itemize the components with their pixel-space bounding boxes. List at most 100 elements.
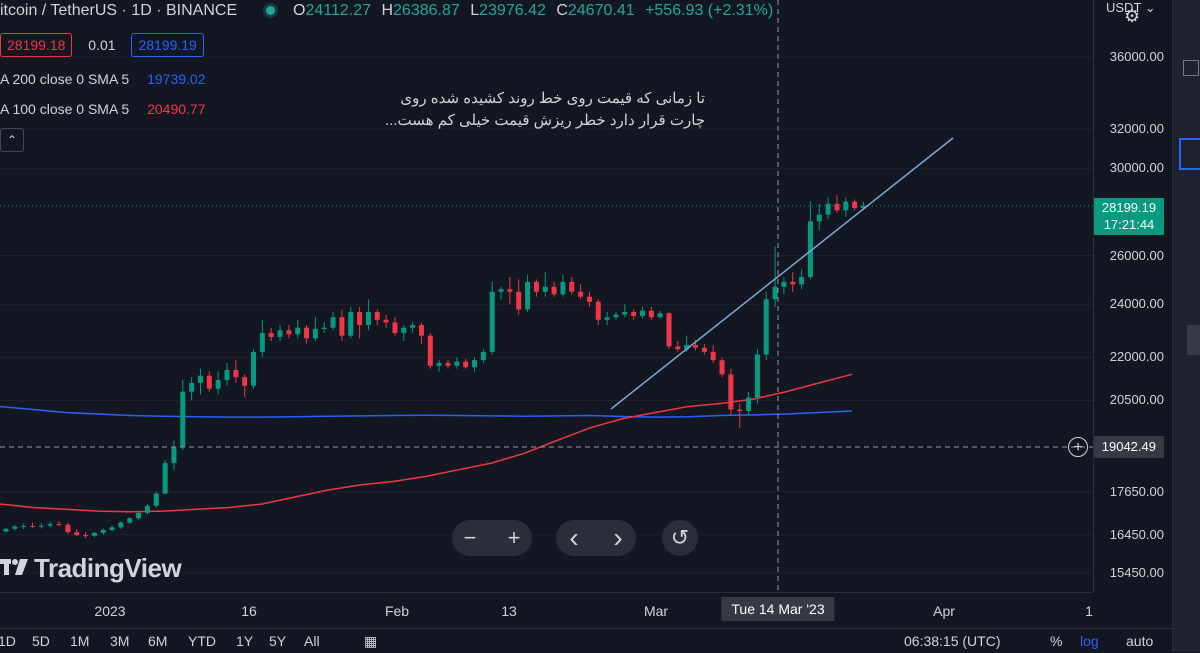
tradingview-logo[interactable]: TradingView: [0, 553, 182, 584]
add-alert-plus-icon[interactable]: +: [1068, 437, 1088, 457]
sell-button[interactable]: 28199.18: [0, 33, 73, 57]
price-tick-label: 15450.00: [1109, 565, 1164, 580]
candle-body: [427, 335, 433, 366]
candle-body: [622, 312, 628, 315]
candle-body: [781, 281, 787, 287]
auto-toggle[interactable]: auto: [1126, 633, 1154, 649]
ma100-legend[interactable]: A 100 close 0 SMA 5 20490.77: [0, 101, 206, 117]
candle-body: [374, 312, 380, 320]
currency-selector[interactable]: USDT ⌄: [1106, 0, 1156, 16]
range-3m[interactable]: 3M: [110, 633, 130, 649]
candle-body: [189, 382, 195, 392]
candle-body: [171, 446, 177, 464]
price-tick-label: 30000.00: [1109, 160, 1164, 176]
candle-body: [701, 347, 707, 352]
tradingview-logo-icon: [0, 553, 28, 584]
range-all[interactable]: All: [304, 633, 320, 649]
candle-body: [224, 370, 230, 381]
range-1m[interactable]: 1M: [70, 633, 90, 649]
chevron-up-icon[interactable]: ⌃: [0, 128, 24, 152]
percent-toggle[interactable]: %: [1050, 633, 1063, 649]
chart-note[interactable]: تا زمانی که قیمت روی خط روند کشیده شده ر…: [385, 88, 705, 132]
price-tick-label: 16450.00: [1109, 526, 1164, 542]
candle-body: [312, 328, 318, 339]
candle-body: [118, 522, 124, 528]
calendar-icon[interactable]: ▦: [364, 633, 378, 649]
candle-body: [100, 529, 106, 533]
candle-body: [56, 524, 62, 526]
candle-body: [383, 319, 389, 323]
trend-line[interactable]: [610, 137, 954, 410]
toolbar-widget-icon[interactable]: [1183, 60, 1199, 76]
candle-body: [525, 281, 531, 310]
buy-button[interactable]: 28199.19: [131, 33, 204, 57]
candle-body: [153, 493, 159, 506]
candle-body: [162, 463, 168, 494]
range-6m[interactable]: 6M: [148, 633, 168, 649]
scroll-right-button[interactable]: ›: [600, 520, 636, 556]
price-tick-label: 32000.00: [1109, 120, 1164, 136]
log-toggle[interactable]: log: [1080, 633, 1099, 649]
candle-body: [401, 327, 407, 333]
toolbar-selected-icon[interactable]: [1179, 138, 1200, 170]
range-1d[interactable]: 1D: [0, 633, 16, 649]
candle-body: [38, 525, 44, 527]
candle-body: [83, 535, 89, 537]
candle-body: [728, 374, 734, 410]
price-chart[interactable]: [0, 0, 1093, 592]
candle-body: [74, 532, 80, 536]
price-tick-label: 20500.00: [1109, 392, 1164, 408]
range-ytd[interactable]: YTD: [188, 633, 216, 649]
low-label: L: [470, 2, 480, 19]
candle-body: [648, 310, 654, 318]
chart-note-small[interactable]: تا زمانی که قیمت روی خط رو: [155, 132, 328, 148]
time-label-mar: Mar: [643, 603, 669, 619]
range-5d[interactable]: 5D: [32, 633, 50, 649]
scroll-left-button[interactable]: ‹: [556, 520, 592, 556]
utc-clock[interactable]: 06:38:15 (UTC): [904, 633, 1001, 649]
symbol-title[interactable]: itcoin / TetherUS · 1D · BINANCE: [0, 2, 238, 19]
candle-body: [737, 409, 743, 411]
candle-body: [357, 312, 363, 326]
candle-body: [693, 345, 699, 348]
candle-body: [215, 380, 221, 389]
candle-body: [834, 203, 840, 211]
candle-body: [843, 201, 849, 211]
candle-body: [578, 291, 584, 297]
candle-body: [206, 375, 212, 389]
zoom-in-button[interactable]: +: [496, 520, 532, 556]
ma200-value: 19739.02: [147, 71, 206, 87]
candle-body: [586, 296, 592, 302]
time-scale[interactable]: 2023 16 Feb 13 Mar Tue 14 Mar '23 Apr 1: [0, 592, 1093, 629]
bottom-toolbar: 1D 5D 1M 3M 6M YTD 1Y 5Y All ▦ 06:38:15 …: [0, 628, 1172, 653]
candle-body: [127, 518, 133, 523]
market-open-dot: [265, 6, 275, 16]
candle-body: [569, 281, 575, 292]
candle-body: [807, 221, 813, 277]
time-label-16: 16: [241, 603, 257, 619]
reset-chart-button[interactable]: ↺: [662, 520, 698, 556]
zoom-out-button[interactable]: −: [452, 520, 488, 556]
range-5y[interactable]: 5Y: [269, 633, 287, 649]
chart-pane[interactable]: itcoin / TetherUS · 1D · BINANCE O24112.…: [0, 0, 1093, 592]
candle-body: [463, 361, 469, 368]
ma200-legend[interactable]: A 200 close 0 SMA 5 19739.02: [0, 71, 206, 87]
settings-gear-icon[interactable]: ⚙: [1124, 6, 1141, 26]
low-value: 23976.42: [479, 2, 546, 19]
price-scale[interactable]: USDT ⌄ 36000.00 32000.00 30000.00 26000.00 2…: [1093, 0, 1172, 592]
open-label: O: [293, 2, 306, 19]
chart-note-line2: چارت قرار دارد خطر ریزش قیمت خیلی کم هست…: [385, 112, 706, 129]
time-label-feb: Feb: [384, 603, 410, 619]
candle-body: [825, 203, 831, 215]
candle-body: [136, 512, 142, 519]
range-1y[interactable]: 1Y: [236, 633, 254, 649]
candle-body: [330, 317, 336, 328]
candle-body: [109, 527, 115, 530]
candle-body: [666, 313, 672, 347]
candle-body: [3, 528, 9, 532]
candle-body: [472, 360, 478, 368]
candle-body: [480, 351, 486, 361]
candle-body: [144, 505, 150, 513]
chart-note-line1: تا زمانی که قیمت روی خط روند کشیده شده ر…: [400, 90, 706, 107]
toolbar-panel-icon[interactable]: [1187, 325, 1200, 355]
